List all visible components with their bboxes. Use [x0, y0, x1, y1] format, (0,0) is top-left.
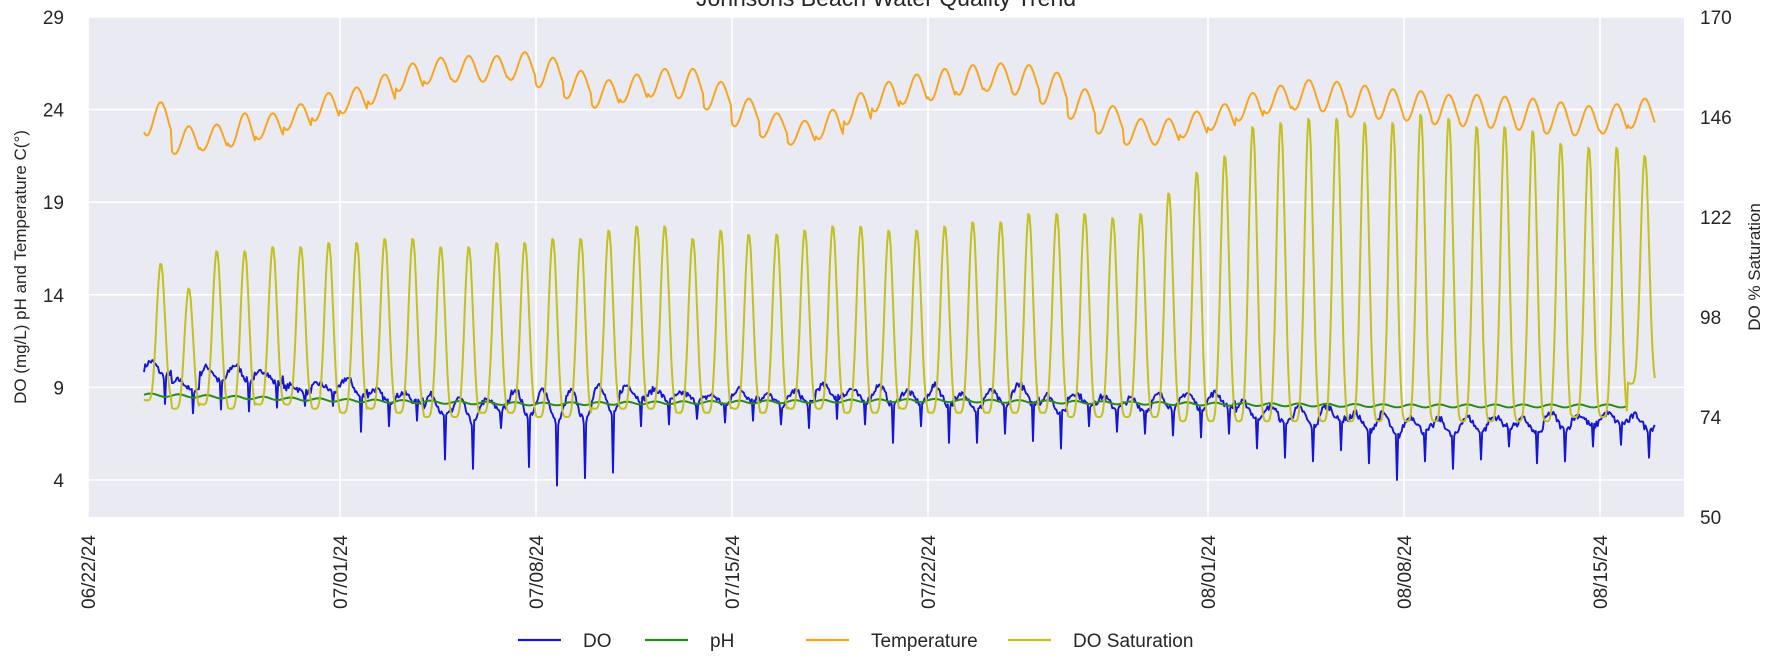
y-axis-left-label: DO (mg/L) pH and Temperature C(°) [11, 130, 30, 404]
axes: 4 9 14 19 24 29 50 74 98 122 146 170 06/22/24 07/01/2… [43, 8, 1732, 609]
x-tick-label: 06/22/24 [79, 535, 100, 609]
y-tick-label-right: 146 [1700, 108, 1732, 129]
y-tick-label-left: 14 [43, 286, 65, 307]
legend-label: DO Saturation [1073, 631, 1193, 652]
y-tick-label-left: 24 [43, 101, 65, 122]
y-tick-label-left: 19 [43, 193, 64, 214]
x-tick-label: 07/08/24 [527, 535, 548, 609]
y-axis-right-label: DO % Saturation [1745, 203, 1764, 331]
legend-item: DO Saturation [1008, 631, 1193, 652]
y-tick-label-right: 74 [1700, 408, 1722, 429]
y-tick-label-left: 29 [43, 8, 64, 29]
y-tick-label-right: 122 [1700, 208, 1732, 229]
y-tick-label-left: 9 [53, 378, 64, 399]
legend-label: Temperature [871, 631, 978, 652]
x-tick-label: 07/01/24 [331, 535, 352, 609]
legend: DO pH Temperature DO Saturation [518, 631, 1193, 652]
y-tick-label-right: 50 [1700, 508, 1721, 529]
y-tick-label-right: 98 [1700, 308, 1721, 329]
series-line-do-saturation [143, 113, 1656, 423]
legend-label: DO [583, 631, 612, 652]
legend-item: DO [518, 631, 612, 652]
series-layer [143, 51, 1656, 487]
series-line-ph [143, 392, 1629, 409]
y-tick-label-left: 4 [53, 471, 64, 492]
y-tick-label-right: 170 [1700, 8, 1732, 29]
x-tick-label: 08/01/24 [1199, 535, 1220, 609]
x-tick-label: 08/15/24 [1591, 535, 1612, 609]
legend-item: pH [645, 631, 734, 652]
legend-label: pH [710, 631, 734, 652]
legend-item: Temperature [806, 631, 978, 652]
x-tick-label: 07/22/24 [919, 535, 940, 609]
x-tick-label: 07/15/24 [723, 535, 744, 609]
chart-title: Johnsons Beach Water Quality Trend [696, 0, 1076, 11]
x-tick-label: 08/08/24 [1395, 535, 1416, 609]
series-line-temperature [143, 51, 1656, 155]
